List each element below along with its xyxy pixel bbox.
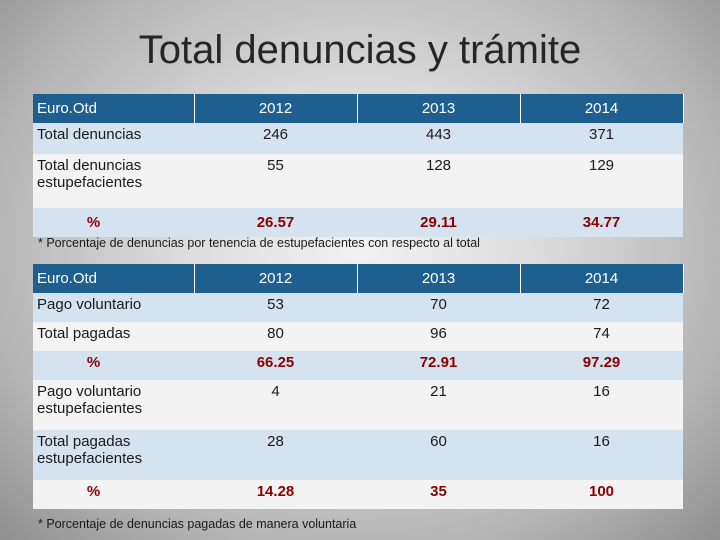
cell-value: 60 — [357, 430, 520, 480]
table-row: Pago voluntario estupefacientes 4 21 16 — [33, 380, 683, 430]
row-label: % — [33, 480, 194, 509]
row-label: Total denuncias estupefacientes — [33, 154, 194, 208]
cell-value: 97.29 — [520, 351, 683, 380]
row-label: % — [33, 351, 194, 380]
cell-value: 35 — [357, 480, 520, 509]
table-header-row: Euro.Otd 2012 2013 2014 — [33, 94, 684, 123]
table-row: Pago voluntario 53 70 72 — [33, 293, 683, 322]
header-cell: Euro.Otd — [33, 264, 195, 293]
cell-value: 16 — [520, 380, 683, 430]
cell-value: 16 — [520, 430, 683, 480]
table1-footnote: * Porcentaje de denuncias por tenencia d… — [38, 236, 480, 250]
cell-value: 74 — [520, 322, 683, 351]
cell-value: 371 — [520, 123, 683, 154]
row-label: Total denuncias — [33, 123, 194, 154]
table2-footnote: * Porcentaje de denuncias pagadas de man… — [38, 517, 357, 531]
table-header-row: Euro.Otd 2012 2013 2014 — [33, 264, 684, 293]
slide-title: Total denuncias y trámite — [138, 28, 582, 72]
cell-value: 100 — [520, 480, 683, 509]
row-label: Total pagadas estupefacientes — [33, 430, 194, 480]
cell-value: 55 — [194, 154, 357, 208]
row-label: Pago voluntario — [33, 293, 194, 322]
cell-value: 21 — [357, 380, 520, 430]
cell-value: 26.57 — [194, 208, 357, 237]
denuncias-table: Euro.Otd 2012 2013 2014 Total denuncias … — [33, 94, 684, 237]
table-row: Total pagadas 80 96 74 — [33, 322, 683, 351]
table-row: Total denuncias estupefacientes 55 128 1… — [33, 154, 683, 208]
cell-value: 66.25 — [194, 351, 357, 380]
pagadas-table: Euro.Otd 2012 2013 2014 Pago voluntario … — [33, 264, 684, 509]
row-label: Total pagadas — [33, 322, 194, 351]
table-row: Total denuncias 246 443 371 — [33, 123, 683, 154]
header-cell: 2013 — [357, 94, 521, 123]
percent-row: % 14.28 35 100 — [33, 480, 683, 509]
cell-value: 28 — [194, 430, 357, 480]
cell-value: 128 — [357, 154, 520, 208]
cell-value: 4 — [194, 380, 357, 430]
cell-value: 72.91 — [357, 351, 520, 380]
cell-value: 443 — [357, 123, 520, 154]
header-cell: 2014 — [520, 94, 684, 123]
header-cell: 2014 — [520, 264, 684, 293]
header-cell: 2012 — [194, 94, 358, 123]
cell-value: 246 — [194, 123, 357, 154]
cell-value: 53 — [194, 293, 357, 322]
cell-value: 80 — [194, 322, 357, 351]
cell-value: 34.77 — [520, 208, 683, 237]
row-label: Pago voluntario estupefacientes — [33, 380, 194, 430]
cell-value: 70 — [357, 293, 520, 322]
cell-value: 72 — [520, 293, 683, 322]
header-cell: 2012 — [194, 264, 358, 293]
cell-value: 14.28 — [194, 480, 357, 509]
cell-value: 129 — [520, 154, 683, 208]
percent-row: % 66.25 72.91 97.29 — [33, 351, 683, 380]
row-label: % — [33, 208, 194, 237]
header-cell: 2013 — [357, 264, 521, 293]
cell-value: 29.11 — [357, 208, 520, 237]
table-row: Total pagadas estupefacientes 28 60 16 — [33, 430, 683, 480]
header-cell: Euro.Otd — [33, 94, 195, 123]
cell-value: 96 — [357, 322, 520, 351]
percent-row: % 26.57 29.11 34.77 — [33, 208, 683, 237]
